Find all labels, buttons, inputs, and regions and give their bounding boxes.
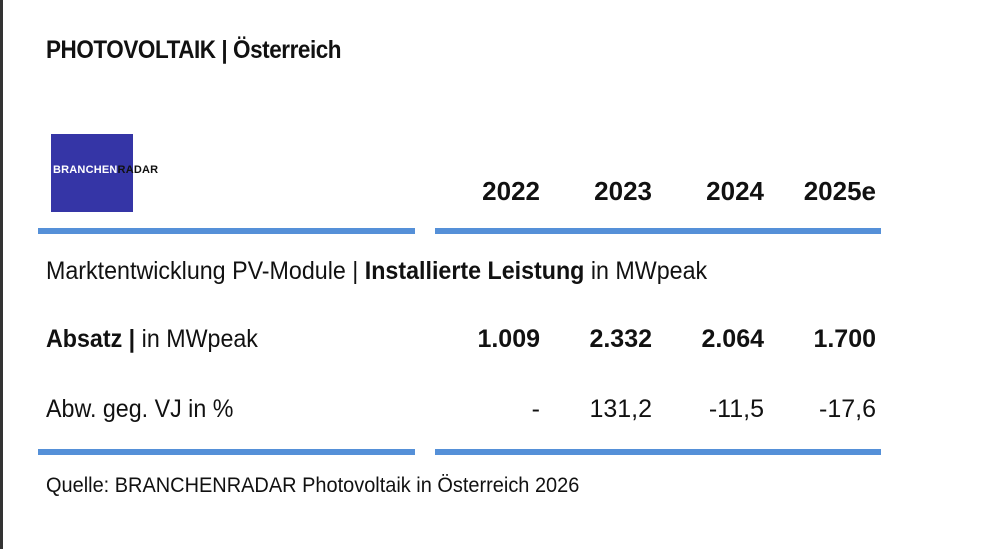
row-label-absatz: Absatz | in MWpeak — [46, 325, 258, 354]
row-label-bold: Absatz | — [46, 325, 136, 353]
cell-value: 2.332 — [589, 325, 652, 353]
section-title: Marktentwicklung PV-Module | Installiert… — [46, 257, 707, 286]
logo-text-part2: RADAR — [117, 164, 159, 176]
divider-bottom-right — [435, 449, 881, 455]
source-note: Quelle: BRANCHENRADAR Photovoltaik in Ös… — [46, 474, 580, 497]
section-title-bold: Installierte Leistung — [364, 257, 585, 285]
row-label-change: Abw. geg. VJ in % — [46, 395, 234, 423]
cell-value: - — [531, 395, 540, 423]
section-title-prefix: Marktentwicklung PV-Module | — [46, 257, 365, 285]
cell-value: 1.009 — [477, 325, 540, 353]
year-header: 2024 — [706, 176, 764, 206]
divider-top-right — [435, 228, 881, 234]
row-label-rest: in MWpeak — [135, 325, 258, 353]
cell-value: 1.700 — [813, 325, 876, 353]
cell-value: -11,5 — [708, 395, 764, 423]
cell-value: -17,6 — [819, 395, 876, 423]
page-title: PHOTOVOLTAIK | Österreich — [46, 36, 342, 64]
cell-value: 2.064 — [701, 325, 764, 353]
logo-text-part1: BRANCHEN — [53, 164, 118, 176]
section-title-suffix: in MWpeak — [584, 257, 708, 285]
year-header: 2025e — [803, 176, 876, 206]
cell-value: 131,2 — [589, 395, 652, 423]
year-header: 2022 — [482, 176, 540, 206]
year-header: 2023 — [594, 176, 652, 206]
divider-bottom-left — [38, 449, 415, 455]
logo-text: BRANCHENRADAR — [53, 164, 158, 176]
branchenradar-logo — [51, 134, 133, 212]
divider-top-left — [38, 228, 415, 234]
left-border — [0, 0, 3, 549]
